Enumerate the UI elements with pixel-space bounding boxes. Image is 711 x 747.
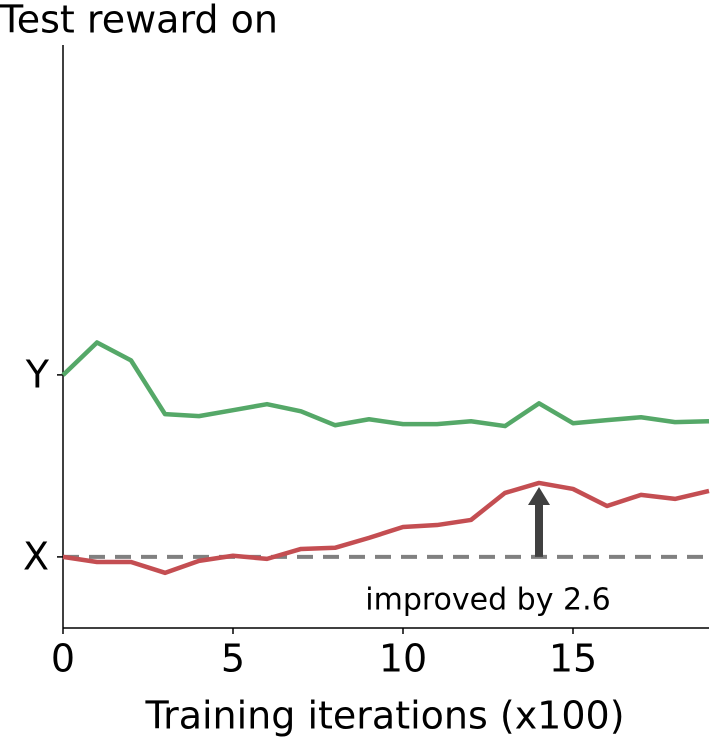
x-tick-label: 10 xyxy=(379,637,427,681)
x-tick-label: 15 xyxy=(549,637,597,681)
x-axis-label: Training iterations (x100) xyxy=(144,694,624,738)
series-line xyxy=(61,340,710,429)
y-tick-label: Y xyxy=(25,352,50,396)
chart-title: Test reward on xyxy=(0,0,278,42)
improvement-arrow xyxy=(528,486,550,557)
y-tick-label: X xyxy=(23,534,49,578)
x-tick-label: 5 xyxy=(221,637,245,681)
series-line xyxy=(62,480,710,576)
annotation: improved by 2.6 xyxy=(365,583,610,618)
x-tick-label: 0 xyxy=(51,637,75,681)
